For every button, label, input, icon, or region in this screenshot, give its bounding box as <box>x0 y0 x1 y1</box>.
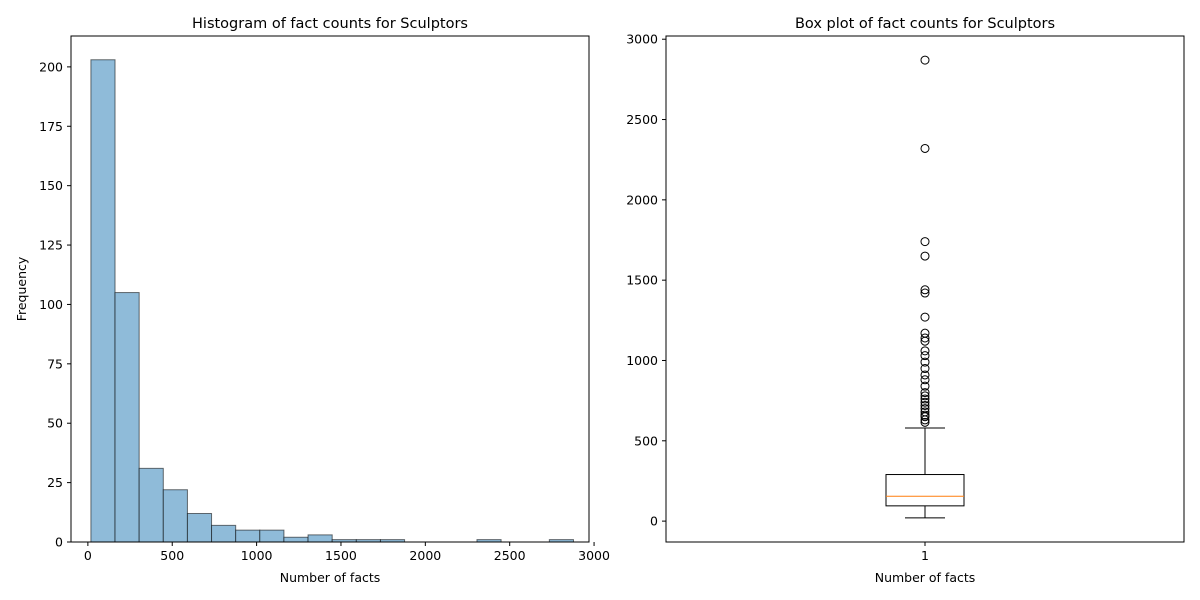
boxplot-y-tick-label: 500 <box>634 433 658 448</box>
histogram-x-tick-label: 0 <box>84 548 92 563</box>
outlier-point <box>920 143 930 153</box>
outlier-point <box>920 375 930 385</box>
histogram-y-tick-label: 175 <box>39 119 63 134</box>
histogram-bar <box>186 512 213 543</box>
histogram-bar <box>114 292 140 543</box>
outlier-point <box>920 364 930 374</box>
outlier-point <box>920 391 930 401</box>
outlier-point <box>920 394 930 404</box>
outlier-point <box>920 370 930 380</box>
histogram-x-tick-label: 2500 <box>494 548 526 563</box>
outlier-point <box>920 400 930 410</box>
outlier-point <box>920 237 930 247</box>
histogram-bar <box>283 536 309 543</box>
histogram-y-tick-label: 75 <box>47 356 63 371</box>
histogram-y-tick-label: 100 <box>39 297 63 312</box>
histogram-y-tick-label: 125 <box>39 238 63 253</box>
outlier-point <box>920 312 930 322</box>
boxplot-x-axis-label: Number of facts <box>875 570 976 585</box>
outlier-point <box>920 333 930 343</box>
boxplot-y-tick-label: 3000 <box>626 32 658 47</box>
outlier-point <box>920 404 930 414</box>
boxplot-y-tick-label: 2000 <box>626 192 658 207</box>
outlier-point <box>920 407 930 417</box>
histogram-y-tick-label: 200 <box>39 59 63 74</box>
histogram-x-tick-label: 2000 <box>409 548 441 563</box>
boxplot-x-ticks: 1 <box>921 542 929 563</box>
histogram-bar <box>162 489 188 543</box>
outlier-point <box>920 388 930 398</box>
boxplot-y-tick-label: 1500 <box>626 273 658 288</box>
boxplot-title: Box plot of fact counts for Sculptors <box>795 16 1055 32</box>
histogram-bar <box>235 529 261 543</box>
histogram-bar <box>307 534 333 543</box>
histogram-bar <box>138 467 164 543</box>
histogram-x-axis-label: Number of facts <box>280 570 381 585</box>
histogram-bar <box>259 529 285 543</box>
outlier-point <box>920 328 930 338</box>
boxplot-panel: Box plot of fact counts for Sculptors 1 … <box>626 16 1185 585</box>
outlier-point <box>920 251 930 261</box>
boxplot-elements <box>885 55 965 519</box>
histogram-panel: Histogram of fact counts for Sculptors 0… <box>14 16 610 585</box>
histogram-y-tick-label: 150 <box>39 178 63 193</box>
histogram-y-tick-label: 50 <box>47 416 63 431</box>
boxplot-y-tick-label: 0 <box>650 514 658 529</box>
histogram-bar <box>90 59 116 543</box>
histogram-x-tick-label: 500 <box>160 548 184 563</box>
boxplot-y-tick-label: 2500 <box>626 112 658 127</box>
boxplot-y-ticks: 0 500 1000 1500 2000 2500 3000 <box>626 32 666 529</box>
histogram-x-tick-label: 1000 <box>241 548 273 563</box>
histogram-y-tick-label: 0 <box>55 535 63 550</box>
histogram-title: Histogram of fact counts for Sculptors <box>192 16 468 32</box>
histogram-x-tick-label: 1500 <box>325 548 357 563</box>
histogram-y-ticks: 0 25 50 75 100 125 150 175 200 <box>39 59 71 550</box>
outlier-point <box>920 417 930 427</box>
boxplot-y-tick-label: 1000 <box>626 353 658 368</box>
outlier-point <box>920 288 930 298</box>
outlier-point <box>920 410 930 420</box>
outlier-point <box>920 55 930 65</box>
histogram-y-tick-label: 25 <box>47 475 63 490</box>
histogram-x-tick-label: 3000 <box>578 548 610 563</box>
outlier-point <box>920 285 930 295</box>
histogram-frame <box>70 35 590 543</box>
histogram-bar <box>211 524 237 543</box>
histogram-bars <box>90 59 574 543</box>
outlier-point <box>920 351 930 361</box>
outlier-point <box>920 346 930 356</box>
histogram-x-ticks: 0 500 1000 1500 2000 2500 3000 <box>84 542 610 563</box>
histogram-y-axis-label: Frequency <box>14 256 29 321</box>
box-iqr <box>885 474 965 507</box>
outlier-point <box>920 357 930 367</box>
outlier-point <box>920 397 930 407</box>
boxplot-x-tick-label: 1 <box>921 548 929 563</box>
outlier-point <box>920 381 930 391</box>
